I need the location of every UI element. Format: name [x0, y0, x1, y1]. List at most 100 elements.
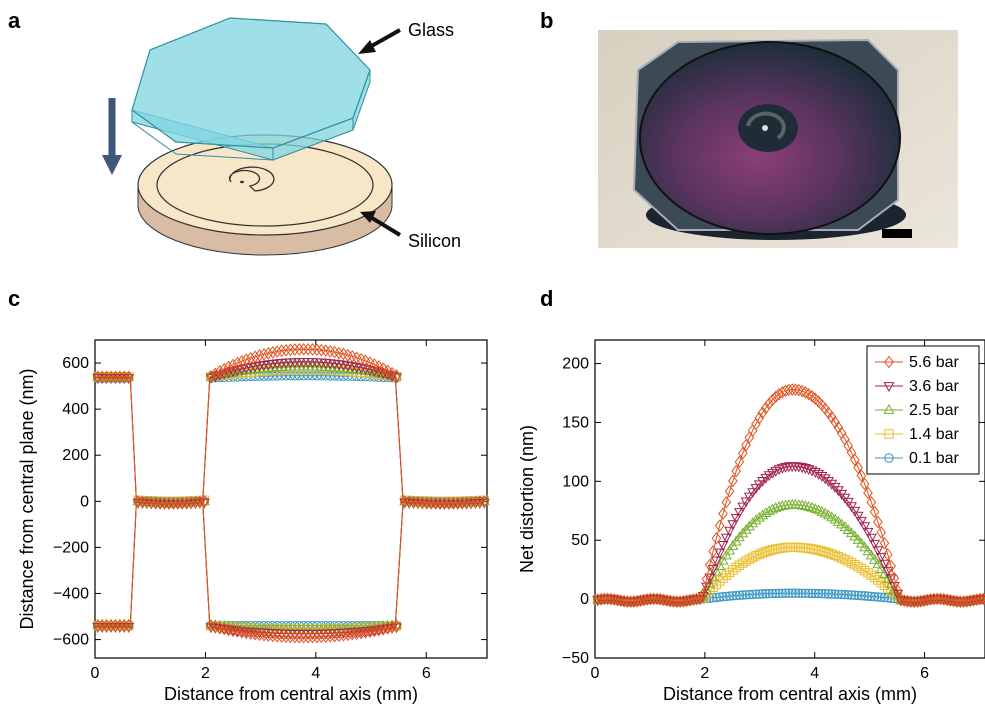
- d-data-point: [796, 463, 808, 474]
- d-data-point: [865, 533, 877, 544]
- d-data-point: [859, 477, 870, 491]
- d-data-point: [771, 544, 781, 554]
- d-x-tick-label: 4: [810, 665, 819, 682]
- d-data-point: [832, 486, 844, 497]
- c-data-point: [294, 630, 305, 644]
- c-data-point: [254, 628, 265, 641]
- c-data-point: [223, 360, 234, 374]
- d-data-point: [932, 592, 943, 606]
- legend-label: 3.6 bar: [909, 378, 959, 395]
- d-data-point: [823, 589, 834, 599]
- d-data-point: [761, 401, 771, 415]
- d-data-point: [724, 485, 735, 498]
- d-data-point: [780, 462, 792, 473]
- c-data-point: [190, 496, 201, 509]
- schematic-illustration: Glass Silicon: [102, 17, 461, 256]
- c-data-point: [334, 629, 344, 642]
- c-data-point: [137, 495, 148, 509]
- d-data-point: [757, 548, 768, 558]
- d-data-point: [836, 553, 847, 563]
- c-data-point: [119, 370, 130, 384]
- c-data-point: [439, 497, 450, 510]
- d-data-point: [935, 592, 946, 606]
- d-data-point: [955, 595, 966, 608]
- d-data-point: [790, 383, 801, 396]
- c-data-point: [303, 630, 313, 644]
- d-data-point: [747, 488, 759, 499]
- c-data-point: [281, 343, 291, 357]
- d-data-point: [827, 589, 837, 599]
- c-data-point: [320, 630, 331, 643]
- c-data-point: [237, 355, 247, 368]
- c-data-point: [399, 495, 410, 508]
- d-data-point: [793, 462, 805, 473]
- c-data-point: [347, 627, 358, 641]
- c-data-point: [206, 369, 216, 383]
- c-y-tick-label: −200: [53, 539, 89, 556]
- d-data-point: [793, 383, 804, 397]
- d-data-point: [728, 565, 738, 575]
- d-data-point: [803, 387, 814, 401]
- d-data-point: [743, 492, 755, 503]
- d-data-point: [767, 393, 778, 407]
- d-data-point: [740, 497, 752, 508]
- d-data-point: [846, 558, 857, 568]
- c-data-point: [404, 495, 414, 509]
- c-data-point: [346, 362, 358, 373]
- d-data-point: [899, 594, 910, 607]
- d-data-point: [754, 589, 764, 599]
- d-y-tick-label: 100: [562, 473, 589, 490]
- d-data-point: [704, 573, 716, 584]
- d-data-point: [820, 547, 830, 557]
- d-data-point: [721, 570, 731, 580]
- d-data-point: [721, 591, 731, 602]
- d-data-point: [615, 594, 626, 607]
- c-data-point: [325, 630, 336, 643]
- d-data-point: [833, 551, 844, 562]
- d-data-point: [622, 595, 633, 608]
- glass-plate: [131, 17, 371, 161]
- c-data-point: [106, 370, 116, 384]
- d-y-tick-label: 0: [580, 591, 589, 608]
- c-data-point: [232, 356, 243, 370]
- c-data-point: [219, 362, 230, 376]
- legend-label: 2.5 bar: [909, 402, 959, 419]
- d-data-point: [741, 556, 751, 566]
- d-data-point: [744, 554, 755, 564]
- c-data-point: [435, 497, 445, 510]
- c-data-point: [272, 345, 283, 358]
- c-data-point: [159, 497, 170, 510]
- c-data-point: [303, 342, 313, 356]
- d-data-point: [852, 511, 864, 522]
- d-data-point: [733, 508, 745, 519]
- d-data-point: [740, 523, 752, 534]
- d-data-point: [886, 559, 896, 573]
- d-data-point: [773, 500, 785, 511]
- d-data-point: [796, 499, 808, 510]
- d-data-point: [866, 495, 877, 509]
- d-data-point: [596, 592, 606, 606]
- c-data-point: [391, 369, 402, 382]
- d-data-point: [869, 539, 881, 550]
- c-data-point: [119, 619, 130, 633]
- c-data-point: [307, 343, 318, 356]
- legend-label: 5.6 bar: [909, 354, 959, 371]
- d-data-point: [711, 531, 722, 545]
- c-data-point: [276, 630, 287, 643]
- c-data-point: [342, 361, 354, 372]
- c-data-point: [373, 623, 384, 637]
- d-data-point: [734, 590, 745, 600]
- d-data-point: [691, 592, 702, 606]
- d-data-point: [836, 589, 847, 600]
- d-x-tick-label: 2: [700, 665, 709, 682]
- d-data-point: [794, 588, 804, 598]
- d-data-point: [770, 390, 781, 404]
- c-data-point: [307, 630, 318, 644]
- d-y-tick-label: 150: [562, 414, 589, 431]
- d-data-point: [975, 592, 985, 606]
- d-y-axis-label: Net distortion (nm): [520, 425, 537, 573]
- d-data-point: [592, 595, 604, 606]
- d-data-point: [929, 592, 939, 606]
- d-data-point: [869, 591, 880, 602]
- glass-pointer-arrow: [358, 28, 401, 54]
